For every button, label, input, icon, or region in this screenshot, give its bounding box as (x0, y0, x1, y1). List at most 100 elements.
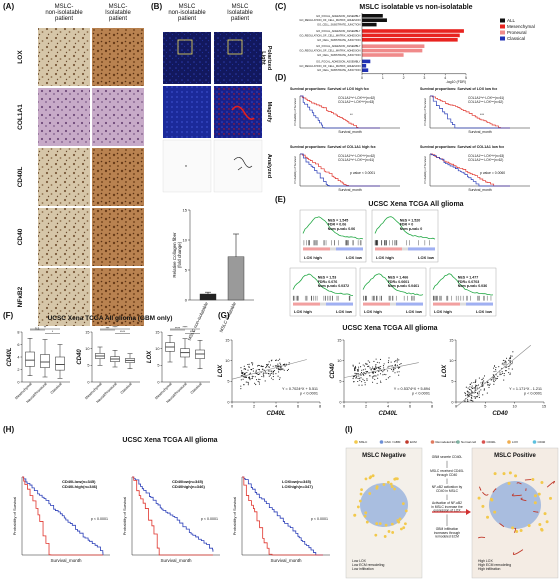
scatter-point (395, 368, 396, 369)
scatter-point (266, 366, 267, 367)
go-bar (362, 53, 404, 57)
gsea-gradient-high (303, 247, 330, 250)
scatter-point (244, 368, 245, 369)
km-x-label: Survival_month (338, 188, 361, 192)
scatter-point (257, 374, 258, 375)
schematic-cell-negative (379, 522, 382, 525)
km-y-label: Probability of Survival (12, 497, 17, 536)
scatter-y-tick-label: 15 (337, 338, 341, 342)
schematic-step: GBM secrete CD40L (432, 455, 463, 459)
c-legend-label: Proneural (507, 30, 527, 35)
scatter-point (470, 400, 471, 401)
km-title: Survival proportions: Survival of COL1A1… (420, 145, 504, 149)
scatter-point (253, 368, 254, 369)
km-pvalue: p < 0.0001 (311, 517, 328, 521)
scatter-point (240, 388, 241, 389)
scatter-point (377, 374, 378, 375)
scatter-y-tick-label: 10 (225, 359, 229, 363)
scatter-point (242, 375, 243, 376)
legend-swatch (380, 440, 384, 444)
schematic-cell-positive (544, 512, 547, 515)
scatter-point (243, 384, 244, 385)
scatter-point (399, 364, 400, 365)
scatter-point (475, 387, 476, 388)
scatter-point (279, 379, 280, 380)
schematic-cell-positive (538, 523, 541, 526)
scatter-point (361, 385, 362, 386)
scatter-point (245, 377, 246, 378)
gsea-pval: Nom p-val= 0.06 (328, 227, 355, 231)
scatter-point (503, 360, 504, 361)
scatter-point (470, 384, 471, 385)
scatter-point (359, 363, 360, 364)
schematic-cell-negative (404, 522, 407, 525)
tumor-positive (489, 481, 541, 529)
scatter-point (364, 366, 365, 367)
scatter-point (480, 382, 481, 383)
panel-b-row-label: Analyzed (266, 154, 272, 178)
scatter-point (504, 373, 505, 374)
panel-label-h: (H) (3, 425, 14, 434)
scatter-point (380, 368, 381, 369)
schematic-cell-negative (400, 528, 403, 531)
scatter-point (475, 396, 476, 397)
scatter-point (512, 369, 513, 370)
scatter-point (493, 374, 494, 375)
scatter-point (241, 379, 242, 380)
scatter-point (249, 379, 250, 380)
km-x-label: Survival_month (50, 558, 82, 563)
scatter-point (361, 372, 362, 373)
scatter-point (495, 367, 496, 368)
km-y-label: Probability of Survival (423, 156, 427, 183)
box-y-tick-label: 5 (87, 364, 89, 368)
gsea-pval: Nom p-val= 0 (400, 227, 422, 231)
scatter-pvalue: p < 0.0001 (524, 392, 542, 396)
scatter-pvalue: p < 0.0001 (300, 392, 318, 396)
scatter-point (246, 382, 247, 383)
ihc-row-label: CD40L (17, 167, 24, 188)
scatter-point (384, 374, 385, 375)
scatter-point (510, 355, 511, 356)
scatter-x-tick-label: 5 (484, 405, 486, 409)
scatter-x-tick-label: 15 (542, 405, 546, 409)
scatter-point (385, 374, 386, 375)
scatter-point (475, 398, 476, 399)
schematic-cell-positive (508, 482, 511, 485)
scatter-point (256, 370, 257, 371)
c-legend-swatch (500, 19, 505, 23)
scatter-point (273, 376, 274, 377)
scatter-point (488, 387, 489, 388)
panel-d: Survival proportions: Survival of LOX hi… (290, 87, 530, 192)
scatter-point (365, 363, 366, 364)
km-legend-high: LOXhigh(n=347) (282, 484, 313, 489)
scatter-point (506, 358, 507, 359)
scatter-point (475, 379, 476, 380)
box-category-label: Classical (190, 382, 203, 395)
km-legend-2: COL1A1ˡᵒʷ LOXʰⁱᵍʰ(n=63) (338, 99, 374, 104)
scatter-point (361, 370, 362, 371)
scatter-point (390, 365, 391, 366)
scatter-point (241, 372, 242, 373)
scatter-y-tick-label: 0 (227, 400, 229, 404)
scatter-point (265, 380, 266, 381)
scatter-point (254, 383, 255, 384)
gsea-gradient-low (396, 303, 423, 306)
scatter-point (363, 364, 364, 365)
scatter-point (365, 369, 366, 370)
scatter-point (373, 368, 374, 369)
sig-label: **** (120, 330, 126, 334)
scatter-y-tick-label: 10 (449, 359, 453, 363)
schematic-cell-negative (385, 524, 388, 527)
scatter-x-tick-label: 8 (431, 405, 433, 409)
scatter-point (269, 361, 270, 362)
scatter-point (497, 376, 498, 377)
scatter-x-tick-label: 0 (231, 405, 233, 409)
scatter-point (284, 370, 285, 371)
scatter-point (252, 376, 253, 377)
scatter-point (394, 372, 395, 373)
scatter-point (377, 378, 378, 379)
scatter-point (358, 375, 359, 376)
positive-note: High infiltration (478, 567, 501, 571)
msl-negative-title: MSLC Negative (362, 453, 406, 459)
